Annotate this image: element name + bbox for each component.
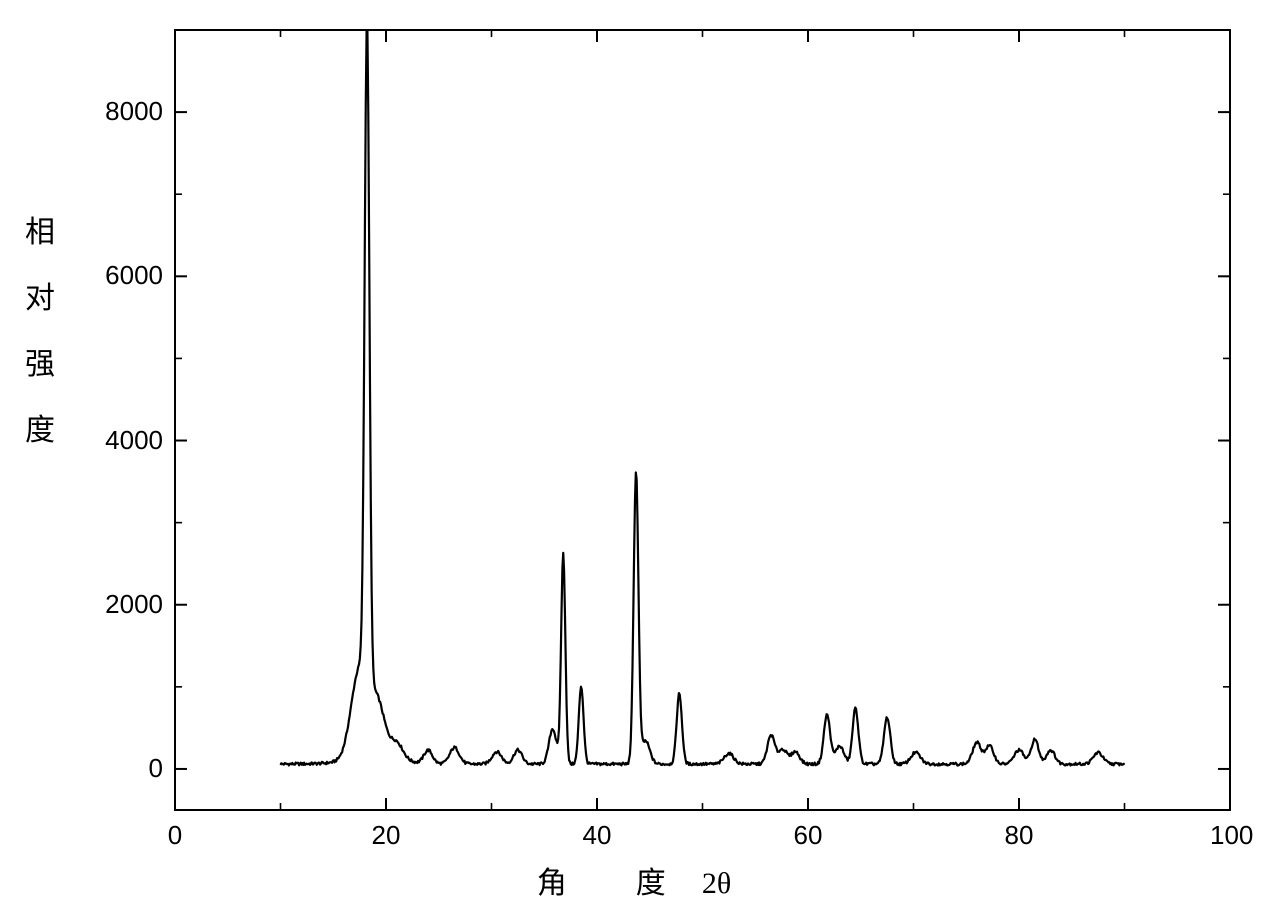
y-tick-label: 6000 (105, 260, 163, 291)
x-tick-label: 60 (788, 820, 828, 851)
x-tick-label: 100 (1210, 820, 1250, 851)
ylabel-char: 度 (20, 398, 60, 464)
y-tick-label: 8000 (105, 96, 163, 127)
ylabel-char: 相 (20, 200, 60, 266)
x-tick-label: 80 (999, 820, 1039, 851)
x-tick-label: 20 (366, 820, 406, 851)
plot-area (0, 0, 1268, 920)
xrd-spectrum-line (281, 31, 1125, 766)
xlabel-text: 角 度 (537, 867, 684, 900)
xlabel-2theta: 2θ (702, 867, 731, 900)
y-tick-label: 2000 (105, 589, 163, 620)
y-tick-label: 0 (149, 753, 163, 784)
x-tick-label: 0 (155, 820, 195, 851)
ylabel-char: 强 (20, 332, 60, 398)
x-tick-label: 40 (577, 820, 617, 851)
ylabel-char: 对 (20, 266, 60, 332)
xrd-chart: 相 对 强 度 角 度 2θ 0 20 40 60 80 100 0 2000 4000 6000 8… (0, 0, 1268, 920)
x-axis-label: 角 度 2θ (0, 858, 1268, 902)
y-axis-label: 相 对 强 度 (20, 200, 60, 464)
y-tick-label: 4000 (105, 425, 163, 456)
